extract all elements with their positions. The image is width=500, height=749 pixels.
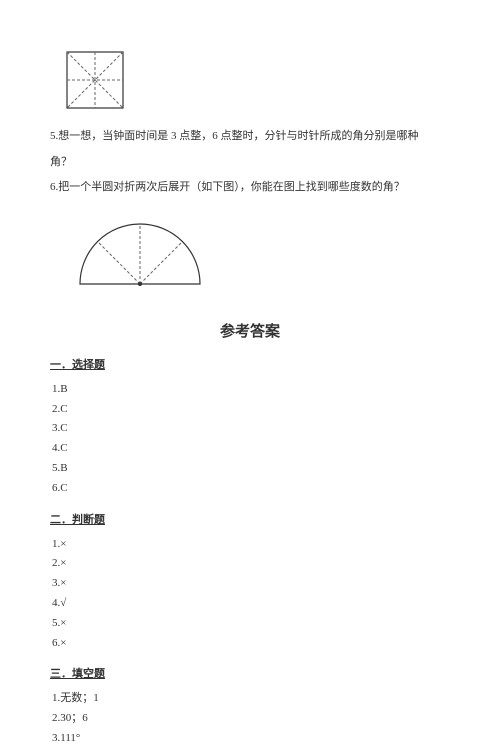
question-5-line2: 角？	[50, 154, 450, 172]
semicircle-fold-figure	[70, 212, 450, 295]
section-2-answers: 1.× 2.× 3.× 4.√ 5.× 6.×	[52, 535, 450, 654]
section-1-heading: 一．选择题	[50, 356, 450, 372]
answer-item: 6.×	[52, 634, 450, 654]
answer-item: 3.C	[52, 419, 450, 439]
question-6: 6.把一个半圆对折两次后展开（如下图），你能在图上找到哪些度数的角？	[50, 179, 450, 197]
section-3-answers: 1.无数；1 2.30；6 3.111°	[52, 689, 450, 748]
answer-item: 2.C	[52, 400, 450, 420]
question-5-line1: 5.想一想，当钟面时间是 3 点整，6 点整时，分针与时针所成的角分别是哪种	[50, 128, 450, 146]
answer-item: 2.30；6	[52, 709, 450, 729]
answer-item: 6.C	[52, 479, 450, 499]
answer-item: 4.C	[52, 439, 450, 459]
answer-item: 3.111°	[52, 729, 450, 749]
answer-item: 2.×	[52, 554, 450, 574]
answer-item: 5.B	[52, 459, 450, 479]
section-3-heading: 三．填空题	[50, 665, 450, 681]
answer-item: 1.B	[52, 380, 450, 400]
answer-item: 1.无数；1	[52, 689, 450, 709]
section-1-answers: 1.B 2.C 3.C 4.C 5.B 6.C	[52, 380, 450, 499]
answer-item: 3.×	[52, 574, 450, 594]
answer-item: 4.√	[52, 594, 450, 614]
answer-item: 1.×	[52, 535, 450, 555]
section-2-heading: 二．判断题	[50, 511, 450, 527]
answer-item: 5.×	[52, 614, 450, 634]
answer-section-title: 参考答案	[50, 320, 450, 341]
square-fold-figure	[65, 50, 450, 113]
